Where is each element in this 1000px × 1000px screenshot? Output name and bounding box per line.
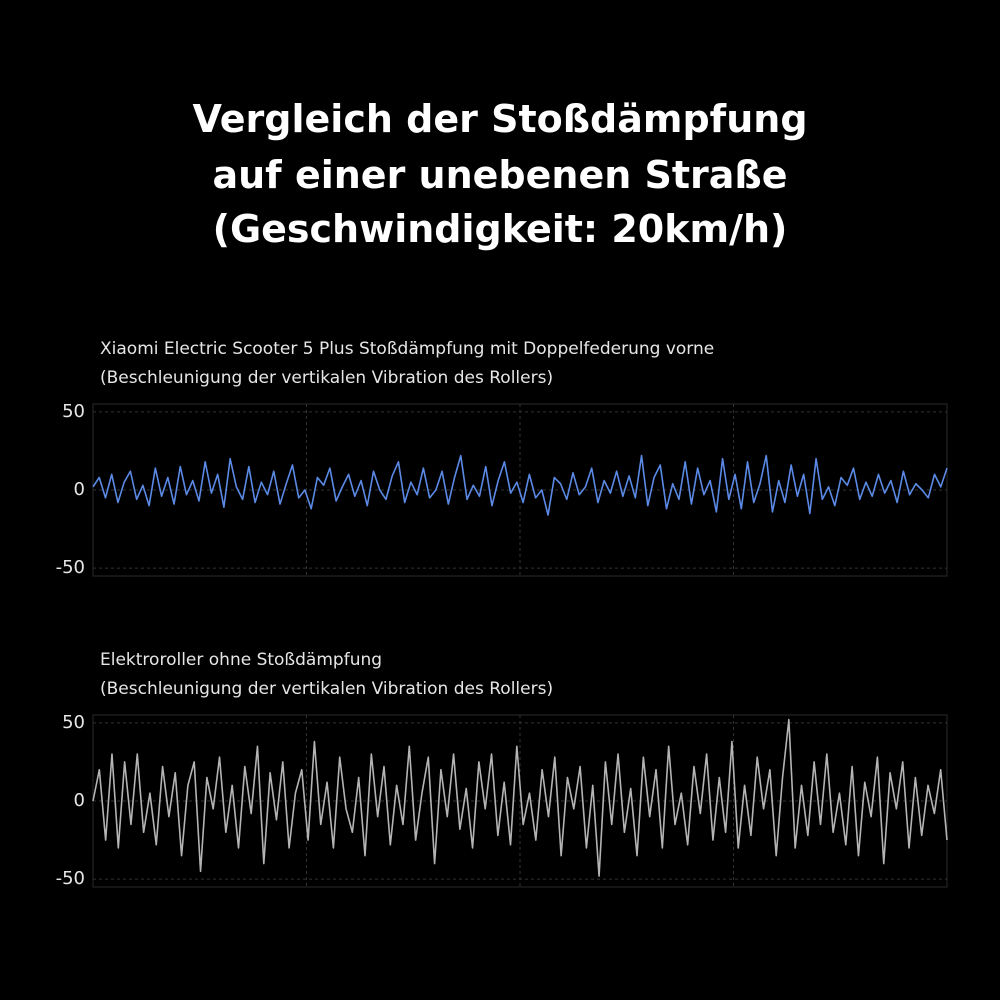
y-tick-label: -50	[56, 557, 85, 578]
y-tick-label: 0	[74, 790, 85, 811]
y-tick-label: 50	[62, 712, 85, 733]
y-tick-label: 0	[74, 479, 85, 500]
signal-line	[92, 718, 948, 877]
title-line: auf einer unebenen Straße	[212, 153, 787, 197]
chart-title: Xiaomi Electric Scooter 5 Plus Stoßdämpf…	[100, 339, 714, 359]
chart-subtitle: (Beschleunigung der vertikalen Vibration…	[100, 679, 553, 699]
chart-title: Elektroroller ohne Stoßdämpfung	[100, 650, 382, 670]
title-line: Vergleich der Stoßdämpfung	[192, 97, 807, 141]
chart-subtitle: (Beschleunigung der vertikalen Vibration…	[100, 368, 553, 388]
title-line: (Geschwindigkeit: 20km/h)	[213, 207, 788, 251]
y-tick-label: -50	[56, 868, 85, 889]
y-tick-label: 50	[62, 401, 85, 422]
signal-line	[92, 454, 948, 516]
